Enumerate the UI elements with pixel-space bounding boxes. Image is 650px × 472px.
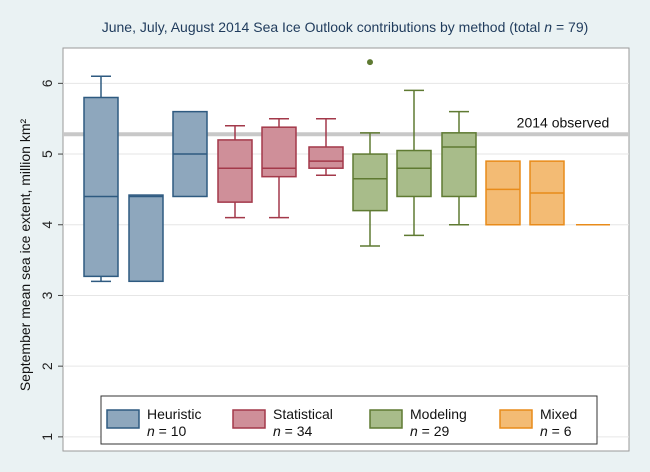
- box-5: [261, 117, 297, 219]
- box-7: [352, 59, 388, 247]
- box-iqr: [128, 194, 164, 283]
- y-tick-label-5: 5: [39, 150, 55, 158]
- legend-swatch: [232, 409, 266, 429]
- y-tick-label-1: 1: [39, 433, 55, 441]
- box-3: [172, 110, 208, 198]
- reference-line-label: 2014 observed: [517, 114, 610, 130]
- legend-label: Heuristic: [147, 406, 201, 422]
- legend-n-symbol: n: [540, 423, 548, 439]
- box-1: [83, 75, 119, 283]
- box-iqr: [396, 149, 432, 198]
- legend-n-value: = 29: [418, 423, 450, 439]
- legend-n-value: = 10: [155, 423, 187, 439]
- legend-n-label: n = 29: [410, 423, 450, 439]
- box-iqr: [352, 153, 388, 212]
- legend-label: Mixed: [540, 406, 577, 422]
- box-iqr: [441, 132, 477, 198]
- legend-swatch: [369, 409, 403, 429]
- legend-n-label: n = 6: [540, 423, 572, 439]
- legend-swatch: [106, 409, 140, 429]
- boxes-group: [83, 59, 610, 283]
- legend-n-label: n = 10: [147, 423, 187, 439]
- box-iqr: [308, 146, 344, 169]
- y-tick-label-6: 6: [39, 79, 55, 87]
- y-axis-label: September mean sea ice extent, million k…: [17, 118, 33, 391]
- box-4: [217, 125, 253, 219]
- box-11: [529, 160, 565, 226]
- legend-n-symbol: n: [147, 423, 155, 439]
- y-axis: 1 2 3 4 5 6: [39, 79, 63, 441]
- box-iqr: [261, 126, 297, 178]
- outlier-point: [367, 59, 373, 66]
- box-iqr: [485, 160, 521, 226]
- y-tick-label-3: 3: [39, 291, 55, 299]
- y-tick-label-4: 4: [39, 221, 55, 229]
- box-10: [485, 160, 521, 226]
- legend-n-value: = 34: [281, 423, 313, 439]
- box-6: [308, 117, 344, 177]
- reference-line-group: 2014 observed: [63, 114, 629, 137]
- chart-title: June, July, August 2014 Sea Ice Outlook …: [102, 19, 589, 35]
- legend-label: Modeling: [410, 406, 467, 422]
- legend-label: Statistical: [273, 406, 333, 422]
- legend-n-label: n = 34: [273, 423, 313, 439]
- box-iqr: [83, 96, 119, 278]
- legend-n-symbol: n: [410, 423, 418, 439]
- box-8: [396, 89, 432, 237]
- legend-n-symbol: n: [273, 423, 281, 439]
- box-iqr: [217, 139, 253, 203]
- legend-swatch: [499, 409, 533, 429]
- box-2: [128, 194, 164, 283]
- box-9: [441, 110, 477, 226]
- y-tick-label-2: 2: [39, 362, 55, 370]
- legend-n-value: = 6: [548, 423, 572, 439]
